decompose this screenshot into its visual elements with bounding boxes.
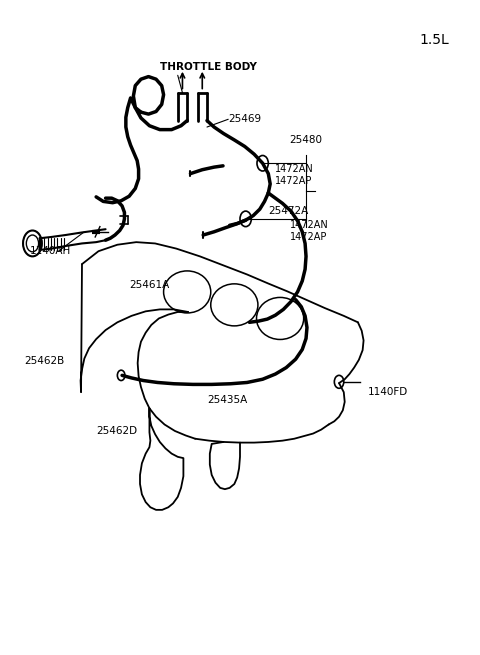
Text: 1472AP: 1472AP xyxy=(276,176,313,186)
Text: 1472AN: 1472AN xyxy=(289,220,328,231)
Text: 25461A: 25461A xyxy=(129,280,169,290)
Text: 1472AN: 1472AN xyxy=(276,164,314,174)
Text: THROTTLE BODY: THROTTLE BODY xyxy=(160,62,257,72)
Text: 25472A: 25472A xyxy=(268,206,309,216)
Text: 1472AP: 1472AP xyxy=(289,232,327,242)
Text: 1140AH: 1140AH xyxy=(30,246,72,256)
Text: 25469: 25469 xyxy=(228,114,261,124)
Text: 25435A: 25435A xyxy=(207,395,247,405)
Text: 25480: 25480 xyxy=(289,135,323,145)
Text: 25462B: 25462B xyxy=(24,356,64,366)
Text: 1.5L: 1.5L xyxy=(419,33,449,47)
Text: 25462D: 25462D xyxy=(96,426,137,436)
Text: 1140FD: 1140FD xyxy=(367,387,408,397)
